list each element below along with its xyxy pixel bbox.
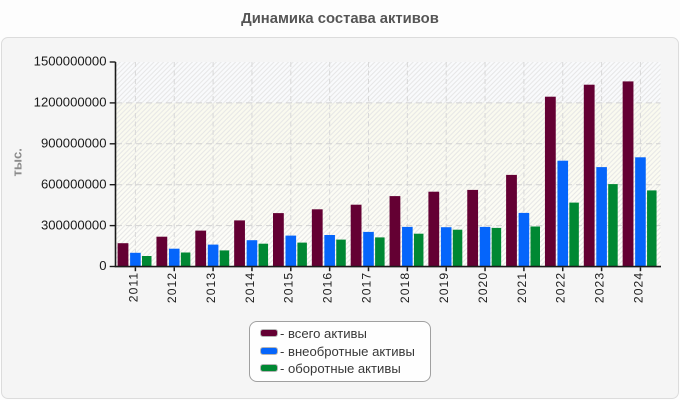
svg-text:2014: 2014	[243, 272, 257, 303]
svg-text:1500000000: 1500000000	[34, 54, 107, 69]
svg-text:тыс.: тыс.	[10, 148, 25, 176]
svg-text:2016: 2016	[321, 272, 335, 303]
svg-text:2022: 2022	[554, 272, 568, 303]
svg-text:0: 0	[99, 258, 106, 273]
svg-text:2018: 2018	[398, 272, 412, 303]
svg-text:2017: 2017	[359, 272, 373, 303]
svg-text:600000000: 600000000	[41, 176, 107, 191]
svg-text:2020: 2020	[476, 272, 490, 303]
svg-text:2023: 2023	[593, 272, 607, 303]
svg-text:1200000000: 1200000000	[34, 95, 107, 110]
svg-text:2021: 2021	[515, 272, 529, 303]
svg-text:2013: 2013	[204, 272, 218, 303]
svg-text:900000000: 900000000	[41, 136, 107, 151]
svg-text:2019: 2019	[437, 272, 451, 303]
svg-text:2011: 2011	[126, 272, 140, 302]
svg-text:2015: 2015	[282, 272, 296, 303]
svg-text:300000000: 300000000	[41, 217, 107, 232]
svg-text:2012: 2012	[165, 272, 179, 303]
svg-text:2024: 2024	[631, 272, 645, 303]
